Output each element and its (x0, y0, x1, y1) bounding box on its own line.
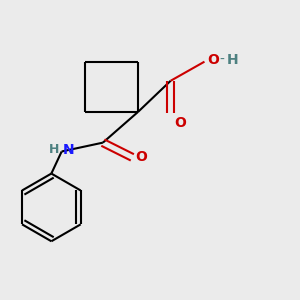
Text: -: - (220, 53, 225, 67)
Text: N: N (63, 143, 75, 157)
Text: O: O (207, 53, 219, 67)
Text: O: O (174, 116, 186, 130)
Text: H: H (226, 53, 238, 67)
Text: O: O (135, 150, 147, 164)
Text: H: H (49, 143, 59, 157)
